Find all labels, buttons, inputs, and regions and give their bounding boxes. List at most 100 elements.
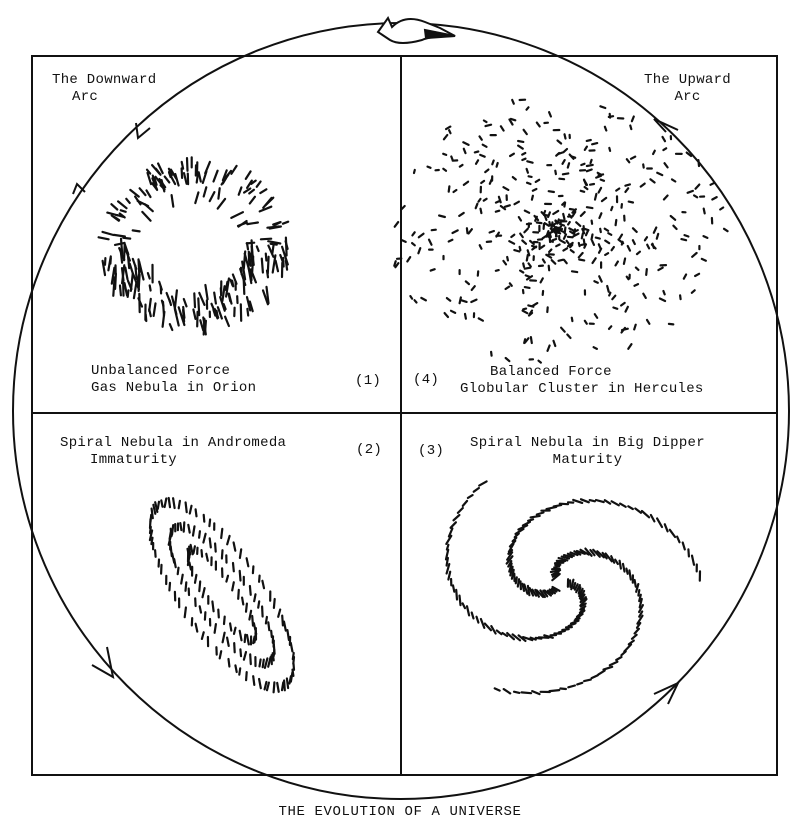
cluster-star — [527, 262, 532, 268]
andromeda-stroke — [232, 626, 237, 636]
cluster-star — [719, 206, 725, 211]
top-nucleus-icon — [376, 15, 456, 44]
spiral-arm-stroke — [510, 568, 515, 580]
spiral-arm-stroke — [681, 541, 686, 551]
cluster-star — [458, 163, 464, 168]
spiral-arm-stroke — [618, 502, 627, 508]
cluster-star — [420, 296, 427, 302]
cluster-star — [522, 128, 528, 136]
orion-nebula-stroke — [182, 297, 188, 308]
cluster-star — [510, 233, 516, 239]
andromeda-stroke — [264, 615, 268, 625]
cluster-star — [627, 200, 635, 204]
spiral-arm-stroke — [557, 629, 567, 634]
cluster-star — [607, 325, 613, 330]
orion-nebula-stroke — [119, 248, 124, 264]
andromeda-stroke — [183, 606, 187, 619]
spiral-arm-stroke — [445, 543, 450, 551]
orion-nebula-stroke — [192, 308, 197, 320]
spiral-arm-stroke — [578, 607, 586, 614]
cluster-star — [657, 266, 664, 272]
orion-nebula-stroke — [197, 171, 202, 183]
cluster-star — [542, 209, 547, 216]
spiral-arm-stroke — [597, 669, 606, 676]
andromeda-stroke — [238, 569, 242, 582]
cluster-star — [464, 280, 471, 286]
spiral-arm-stroke — [507, 559, 513, 568]
spiral-arm-stroke — [576, 681, 584, 686]
orion-nebula-stroke — [260, 257, 264, 274]
spiral-arm-stroke — [512, 690, 521, 695]
cluster-star — [535, 121, 541, 128]
cluster-star — [624, 305, 630, 313]
andromeda-stroke — [242, 650, 248, 661]
orion-nebula-stroke — [284, 259, 289, 271]
orion-nebula-stroke — [225, 277, 230, 298]
cluster-star — [562, 247, 569, 252]
cluster-star — [506, 255, 509, 262]
cluster-star — [447, 238, 454, 243]
andromeda-stroke — [286, 628, 290, 642]
andromeda-stroke — [148, 529, 154, 542]
orion-nebula-stroke — [237, 186, 243, 196]
orion-nebula-stroke — [227, 292, 232, 303]
orion-nebula-stroke — [266, 225, 281, 229]
orion-nebula-stroke — [138, 187, 147, 197]
cluster-star — [626, 244, 632, 252]
orion-nebula-stroke — [144, 313, 148, 323]
cluster-star — [518, 269, 525, 274]
orion-nebula-stroke — [158, 280, 163, 291]
cluster-star — [516, 144, 524, 150]
cluster-star — [570, 316, 574, 323]
orion-nebula-stroke — [122, 243, 126, 262]
andromeda-stroke — [177, 499, 181, 510]
spiral-arm-stroke — [562, 553, 574, 559]
andromeda-stroke — [217, 608, 220, 619]
cluster-star — [502, 259, 508, 266]
orion-nebula-stroke — [161, 310, 166, 328]
orion-nebula-stroke — [219, 296, 226, 312]
spiral-arm-stroke — [520, 691, 533, 695]
andromeda-stroke — [285, 677, 290, 690]
cluster-star — [655, 232, 660, 240]
andromeda-stroke — [257, 600, 261, 609]
orion-nebula-stroke — [152, 302, 157, 317]
cluster-star — [593, 192, 598, 201]
cluster-star — [633, 283, 640, 287]
cluster-star — [568, 153, 575, 160]
quadrant-4-caption: Balanced Force Globular Cluster in Hercul… — [460, 364, 704, 398]
cluster-star — [686, 189, 695, 194]
spiral-arm-stroke — [640, 509, 651, 519]
orion-nebula-stroke — [273, 221, 282, 227]
spiral-arm-stroke — [514, 527, 525, 536]
spiral-arm-stroke — [559, 687, 568, 691]
orion-nebula-stroke — [148, 284, 152, 292]
orion-nebula-stroke — [168, 172, 177, 186]
q4-line1: Balanced Force — [490, 364, 612, 380]
cluster-star — [580, 232, 585, 240]
andromeda-stroke — [270, 629, 273, 639]
spiral-arm-stroke — [579, 596, 588, 604]
cluster-star — [643, 236, 649, 242]
andromeda-stroke — [238, 548, 243, 560]
orion-nebula-stroke — [119, 209, 127, 213]
andromeda-stroke — [200, 631, 205, 641]
cluster-star — [521, 309, 529, 315]
orion-nebula-stroke — [230, 164, 238, 175]
spiral-arm-stroke — [517, 524, 529, 531]
cluster-star — [529, 336, 533, 345]
cluster-star — [639, 182, 646, 188]
cluster-star — [566, 220, 571, 226]
cluster-star — [592, 346, 599, 350]
cluster-star — [557, 227, 561, 234]
spiral-arm-stroke — [590, 674, 599, 680]
cluster-star — [646, 243, 651, 250]
cluster-star — [630, 115, 635, 123]
andromeda-stroke — [248, 584, 252, 596]
cluster-star — [548, 220, 552, 227]
cluster-star — [479, 207, 483, 215]
spiral-arm-stroke — [610, 500, 620, 507]
cluster-star — [577, 251, 584, 259]
andromeda-stroke — [150, 507, 154, 520]
andromeda-stroke — [245, 557, 250, 568]
